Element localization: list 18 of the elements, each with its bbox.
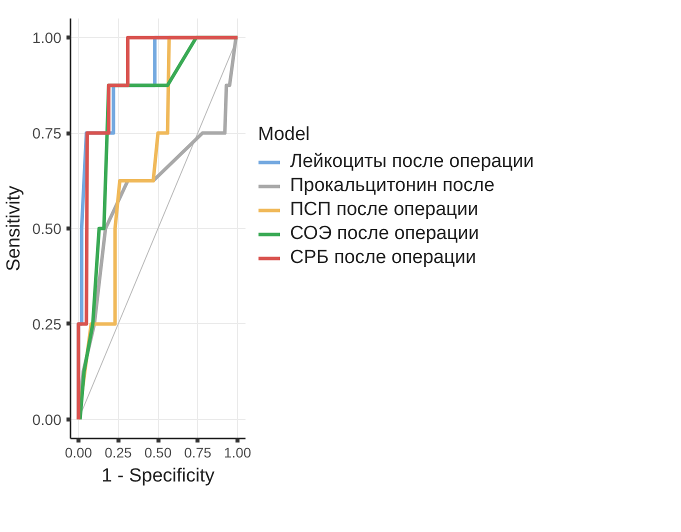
x-tick-label: 1.00 xyxy=(224,444,252,460)
x-tick-label: 0.00 xyxy=(64,444,92,460)
y-tick-label: 0.00 xyxy=(32,412,62,429)
x-tick-label: 0.50 xyxy=(144,444,172,460)
legend-label: Прокальцитонин после xyxy=(290,175,495,197)
legend-title: Model xyxy=(258,124,311,146)
x-tick-label: 0.25 xyxy=(104,444,132,460)
y-tick-label: 0.75 xyxy=(32,126,62,143)
legend-label: СОЭ после операции xyxy=(290,223,479,245)
x-tick-label: 0.75 xyxy=(184,444,212,460)
legend-label: ПСП после операции xyxy=(290,199,478,221)
y-tick-label: 1.00 xyxy=(32,30,62,48)
y-tick-label: 0.25 xyxy=(32,316,62,334)
legend-label: Лейкоциты после операции xyxy=(290,151,534,173)
x-axis-title: 1 - Specificity xyxy=(102,466,215,486)
y-tick-label: 0.50 xyxy=(32,221,62,238)
y-axis-title: Sensitivity xyxy=(3,185,24,272)
legend-label: СРБ после операции xyxy=(290,247,476,269)
